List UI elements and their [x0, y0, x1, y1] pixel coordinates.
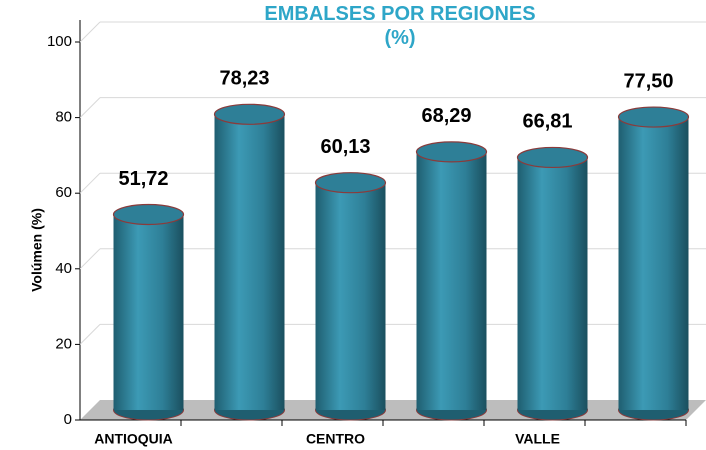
- bar: [517, 157, 588, 410]
- grid-line: [79, 21, 101, 43]
- value-label: 60,13: [320, 136, 370, 158]
- value-label: 77,50: [623, 70, 673, 92]
- x-tick-label: CENTRO: [306, 431, 365, 447]
- x-tick-label: VALLE: [515, 431, 560, 447]
- y-tick-label: 80: [55, 109, 72, 126]
- x-tick-label: ANTIOQUIA: [94, 431, 173, 447]
- bar-top: [617, 106, 690, 128]
- value-label: 68,29: [421, 105, 471, 127]
- grid-line: [79, 324, 101, 345]
- y-axis-label: Volúmen (%): [29, 208, 45, 292]
- y-tick-label: 20: [55, 335, 72, 352]
- bar-top: [415, 141, 488, 163]
- bar-top: [213, 103, 286, 125]
- value-label: 66,81: [522, 111, 572, 133]
- y-tick-label: 60: [55, 184, 72, 201]
- chart-title: VOLUMEN ÚTIL DIARIO DE EMBALSES POR REGI…: [264, 0, 536, 49]
- bar: [618, 117, 689, 411]
- grid-line: [79, 97, 101, 118]
- y-tick-label: 0: [64, 411, 72, 428]
- bar: [214, 114, 285, 411]
- bar-top: [112, 203, 185, 226]
- bar-top: [516, 146, 589, 169]
- bar: [315, 182, 386, 410]
- value-label: 78,23: [219, 68, 269, 90]
- bar-top: [314, 172, 387, 194]
- grid-line: [79, 172, 101, 194]
- bar: [113, 214, 184, 410]
- bar: [416, 151, 487, 410]
- y-tick-label: 100: [47, 33, 72, 50]
- grid-line: [79, 248, 101, 270]
- value-label: 51,72: [118, 168, 168, 190]
- y-tick-label: 40: [55, 260, 72, 277]
